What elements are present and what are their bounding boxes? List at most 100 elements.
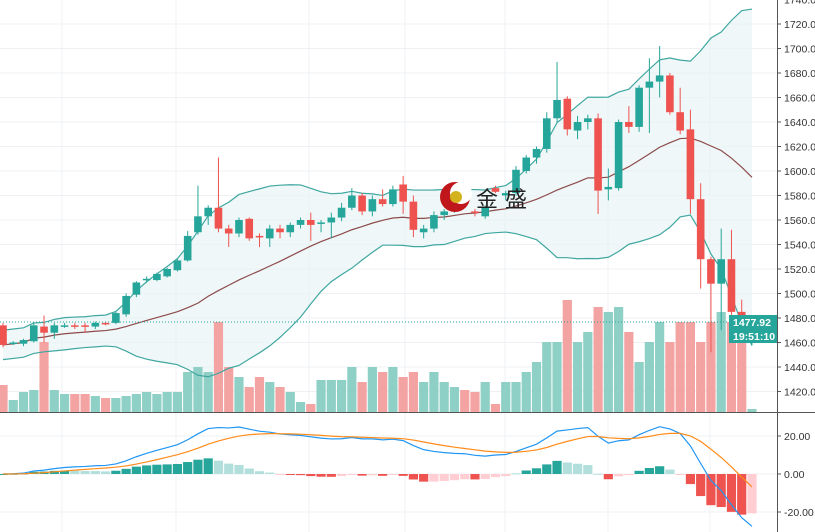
price-tick-label: 1560.00 — [784, 215, 815, 227]
macd-histogram-bar — [80, 471, 90, 474]
macd-histogram-bar — [706, 474, 716, 506]
candle-body — [707, 259, 715, 284]
candle — [614, 119, 623, 191]
price-tick-label: 1580.00 — [784, 191, 815, 203]
candle-body — [317, 222, 325, 224]
volume-bar — [295, 402, 306, 412]
candle-body — [183, 235, 192, 261]
candle-body — [378, 199, 387, 205]
candle — [666, 73, 674, 115]
candle-body — [194, 216, 202, 233]
volume-bar — [90, 396, 100, 412]
candle — [532, 146, 541, 164]
volume-bar — [644, 342, 654, 412]
candle-body — [122, 295, 130, 315]
candle — [389, 185, 397, 207]
macd-histogram-bar — [316, 474, 326, 477]
macd-histogram-bar — [419, 474, 429, 482]
candle-body — [727, 259, 736, 312]
macd-histogram-bar — [183, 462, 193, 474]
candle-body — [9, 342, 18, 344]
volume-bar — [234, 377, 244, 412]
candle-body — [368, 199, 377, 212]
price-axis[interactable]: 1740.00 1720.00 1700.00 1680.00 1660.00 1640.… — [777, 0, 815, 519]
candle — [276, 224, 284, 239]
candle-body — [60, 325, 69, 327]
candle-body — [245, 218, 254, 239]
macd-histogram-bar — [449, 474, 460, 481]
macd-histogram-bar — [234, 464, 244, 474]
candle — [625, 106, 633, 134]
candle — [19, 338, 28, 347]
macd-histogram-bar — [480, 474, 490, 480]
macd-histogram-bar — [603, 474, 613, 480]
candle — [235, 217, 243, 238]
candle — [122, 293, 130, 317]
candle — [153, 272, 161, 282]
macd-histogram-bar — [501, 474, 511, 477]
macd-histogram-bar — [347, 474, 357, 475]
candle-body — [327, 217, 336, 223]
candle-body — [81, 325, 89, 327]
volume-bars — [0, 300, 757, 412]
volume-bar — [70, 394, 80, 412]
macd-tick-label: 20.00 — [784, 431, 810, 443]
volume-bar — [398, 377, 408, 412]
volume-bar — [336, 380, 347, 412]
volume-bar — [408, 372, 418, 412]
volume-bar — [583, 332, 593, 412]
price-tick-label: 1600.00 — [784, 166, 815, 178]
candle — [348, 188, 356, 211]
volume-bar — [593, 307, 603, 412]
volume-bar — [111, 398, 121, 412]
volume-bar — [80, 394, 90, 412]
candle-body — [224, 228, 233, 234]
volume-bar — [49, 390, 59, 412]
candle — [286, 222, 295, 238]
macd-histogram-bar — [429, 474, 439, 482]
candle — [584, 114, 592, 130]
candle-body — [430, 215, 438, 229]
candle-body — [532, 148, 541, 158]
volume-bar — [624, 332, 634, 412]
volume-bar — [347, 367, 357, 412]
bollinger-fill — [3, 9, 752, 377]
volume-bar — [121, 396, 131, 412]
candle — [132, 281, 141, 298]
candle — [676, 87, 684, 135]
macd-tick-label: 0.00 — [784, 469, 805, 481]
candle-body — [512, 169, 520, 194]
candle — [512, 166, 520, 196]
volume-bar — [439, 382, 449, 412]
candle — [419, 224, 428, 239]
candle-body — [676, 112, 684, 131]
candle-body — [142, 278, 151, 281]
volume-bar — [675, 322, 685, 412]
volume-bar — [378, 372, 388, 412]
macd-histogram-bar — [131, 466, 141, 474]
candle-body — [594, 118, 602, 191]
macd-histogram-bar — [521, 470, 531, 474]
candle-body — [655, 75, 664, 82]
macd-histogram-bar — [398, 474, 408, 476]
macd-histogram-bar — [490, 474, 501, 478]
macd-histogram-bar — [203, 458, 213, 474]
macd-histogram-bar — [367, 474, 377, 476]
candle-body — [307, 220, 315, 225]
volume-bar — [614, 307, 624, 412]
volume-bar — [655, 322, 665, 412]
macd-histogram-bar — [152, 464, 162, 474]
candle — [327, 212, 336, 239]
volume-bar — [316, 380, 326, 412]
macd-histogram-bar — [162, 464, 172, 474]
volume-bar — [501, 382, 511, 412]
macd-histogram-bar — [542, 464, 552, 474]
candle — [368, 195, 377, 217]
volume-bar — [0, 385, 8, 412]
candle-body — [399, 184, 407, 202]
candle — [142, 276, 151, 283]
candle-body — [696, 199, 705, 260]
price-tick-label: 1500.00 — [784, 289, 815, 301]
macd-histogram-bar — [70, 470, 80, 474]
